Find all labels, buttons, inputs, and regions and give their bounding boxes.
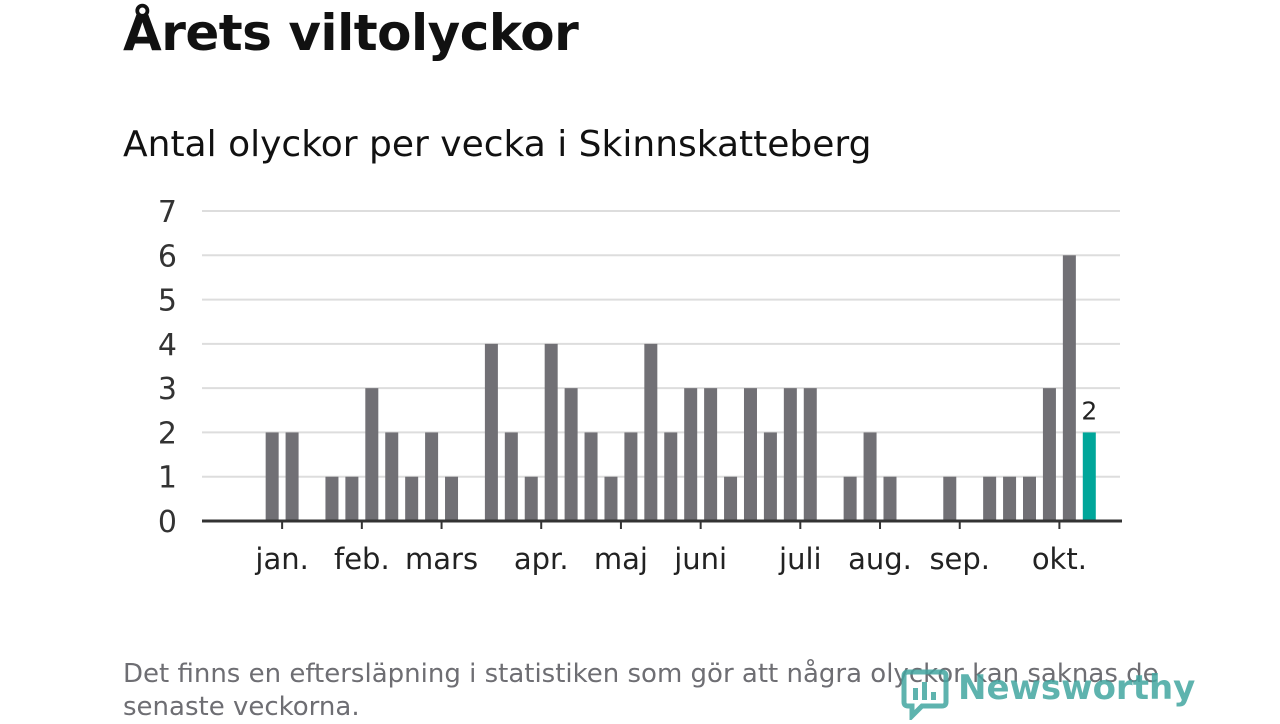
bar (644, 343, 658, 521)
newsworthy-logo-icon (901, 669, 949, 723)
bars (265, 255, 1096, 522)
bar (783, 388, 797, 521)
chart-subtitle: Antal olyckor per vecka i Skinnskatteber… (123, 124, 872, 165)
bar (843, 476, 857, 521)
bar (285, 432, 299, 521)
x-tick-label: juli (778, 542, 822, 576)
x-tick-label: mars (405, 542, 478, 576)
highlight-value-label: 2 (1081, 396, 1097, 425)
bar (943, 476, 957, 521)
x-axis-ticks: jan. feb. mars apr. maj juni juli aug. sep. okt. (254, 521, 1087, 576)
footnote: Det finns en eftersläpning i statistiken… (123, 659, 1159, 722)
bar (604, 476, 618, 521)
bar (504, 432, 518, 521)
newsworthy-logo-text: Newsworthy (958, 668, 1196, 708)
bar (763, 432, 777, 521)
grid-lines (202, 210, 1120, 478)
y-axis-ticks: 0 1 2 3 4 5 6 7 (158, 195, 177, 540)
x-tick-label: sep. (929, 542, 990, 576)
y-tick-label: 6 (158, 239, 177, 274)
bar (684, 388, 698, 521)
bar (365, 388, 379, 521)
chart-title: Årets viltolyckor (123, 4, 579, 62)
x-tick-label: feb. (334, 542, 390, 576)
y-tick-label: 2 (158, 416, 177, 451)
bar (724, 476, 738, 521)
y-tick-label: 0 (158, 505, 177, 540)
bar (664, 432, 678, 521)
bar (863, 432, 877, 521)
bar (325, 476, 339, 521)
bar (1042, 388, 1056, 521)
bar (803, 388, 817, 521)
y-tick-label: 1 (158, 461, 177, 496)
x-tick-label: aug. (848, 542, 912, 576)
y-tick-label: 4 (158, 328, 177, 363)
y-tick-label: 3 (158, 372, 177, 407)
newsworthy-logo: Newsworthy (900, 668, 1195, 723)
y-tick-label: 7 (158, 195, 177, 230)
x-tick-label: apr. (514, 542, 569, 576)
bar (544, 343, 558, 521)
bar (1062, 255, 1076, 522)
bar (883, 476, 897, 521)
bar (1023, 476, 1036, 521)
bar (345, 476, 359, 521)
bar (704, 388, 718, 521)
bar (484, 343, 498, 521)
bar (524, 476, 538, 521)
bar (265, 432, 279, 521)
x-tick-label: jan. (254, 542, 308, 576)
y-tick-label: 5 (158, 284, 177, 319)
bar (445, 476, 459, 521)
x-tick-label: okt. (1032, 542, 1087, 576)
bar (1003, 476, 1017, 521)
bar (743, 388, 757, 521)
bar (385, 432, 399, 521)
bar (564, 388, 578, 521)
bar (624, 432, 638, 521)
bar (425, 432, 439, 521)
bar-highlighted (1082, 432, 1096, 521)
x-tick-label: maj (594, 542, 648, 576)
bar (983, 476, 997, 521)
bar (405, 476, 419, 521)
x-tick-label: juni (673, 542, 727, 576)
bar (584, 432, 598, 521)
